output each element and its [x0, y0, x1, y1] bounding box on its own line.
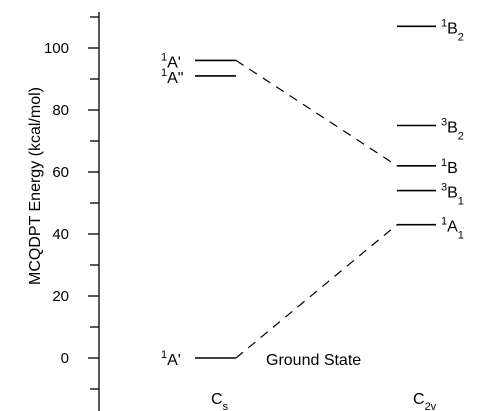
correlation-line [236, 225, 397, 358]
state-label: 1B [441, 157, 458, 177]
state-labels: 1A'1A"1A'Ground State1B23B21B3B11A1 [161, 17, 464, 369]
connectors [236, 60, 397, 358]
state-label: 1A' [161, 349, 181, 369]
state-label: 3B2 [441, 117, 464, 143]
y-tick-label: 40 [52, 226, 69, 243]
y-tick-label: 100 [44, 40, 69, 57]
y-axis: 0 20 40 60 80 100 [44, 12, 99, 411]
state-label: 1B2 [441, 17, 464, 43]
y-tick-label: 20 [52, 288, 69, 305]
ground-state-annotation: Ground State [266, 352, 361, 369]
state-label: 1A" [161, 67, 183, 87]
y-tick-label: 60 [52, 164, 69, 181]
symmetry-label: Cs [211, 391, 229, 411]
y-axis-label: MCQDPT Energy (kcal/mol) [27, 87, 44, 285]
symmetry-label: C2v [413, 391, 437, 411]
state-label: 1A1 [441, 216, 464, 242]
y-tick-label: 0 [61, 350, 69, 367]
state-label: 3B1 [441, 182, 464, 208]
energy-levels [195, 26, 436, 358]
y-tick-label: 80 [52, 102, 69, 119]
correlation-line [236, 60, 397, 165]
symmetry-labels: Cs C2v [211, 391, 437, 411]
